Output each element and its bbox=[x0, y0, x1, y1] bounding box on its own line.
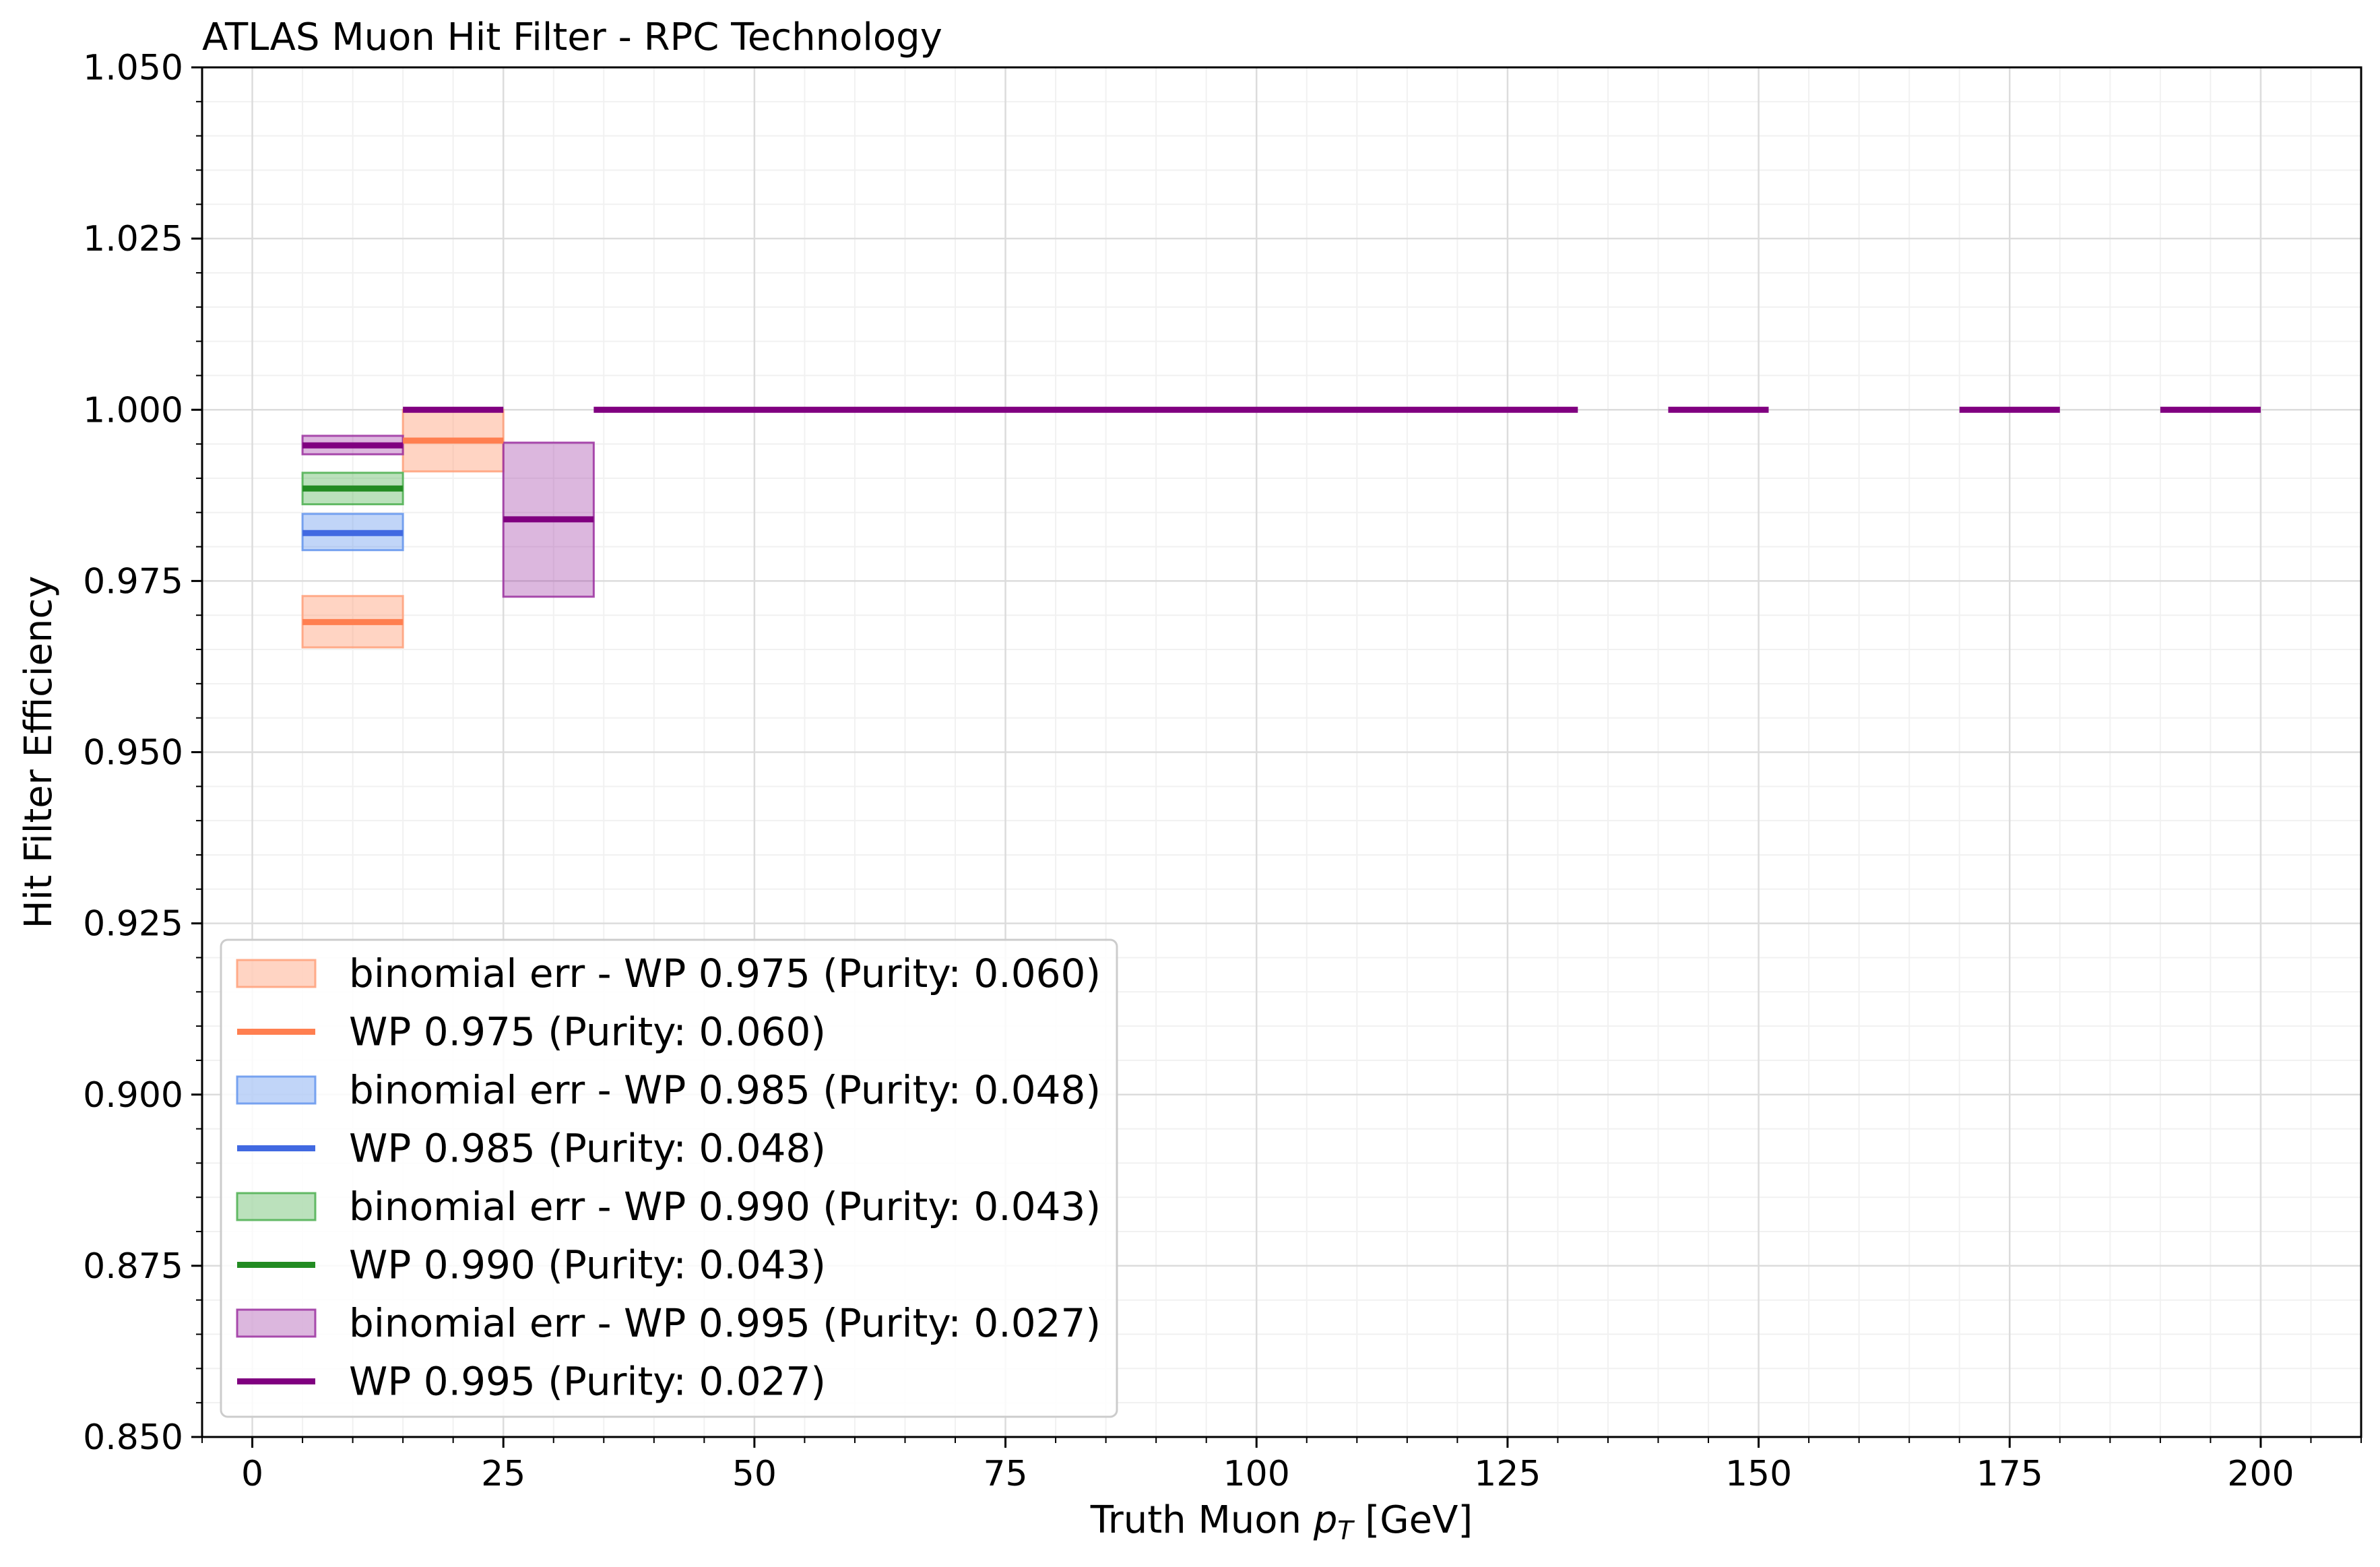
legend-band-label: binomial err - WP 0.985 (Purity: 0.048) bbox=[349, 1067, 1101, 1113]
x-tick-label: 50 bbox=[732, 1454, 777, 1494]
x-tick-label: 125 bbox=[1474, 1454, 1541, 1494]
x-axis-label-suffix: [GeV] bbox=[1353, 1498, 1473, 1542]
legend-box bbox=[220, 938, 1118, 1418]
y-tick-label: 1.000 bbox=[83, 390, 183, 430]
x-axis-label-var: p bbox=[1313, 1498, 1338, 1542]
y-axis-label: Hit Filter Efficiency bbox=[17, 576, 61, 929]
legend-line-label: WP 0.990 (Purity: 0.043) bbox=[349, 1242, 826, 1288]
x-axis-label-sub: T bbox=[1337, 1516, 1355, 1545]
x-tick-label: 175 bbox=[1976, 1454, 2043, 1494]
x-tick-label: 100 bbox=[1223, 1454, 1290, 1494]
x-axis-label: Truth Muon pT [GeV] bbox=[1090, 1498, 1473, 1545]
legend-line-label: WP 0.975 (Purity: 0.060) bbox=[349, 1009, 826, 1055]
y-tick-label: 1.025 bbox=[83, 219, 183, 259]
axis-ticks: 0 25 50 75 100 125 150 175 200 0.850 0.875 0.900 0.9… bbox=[83, 48, 2362, 1494]
y-tick-label: 0.850 bbox=[83, 1417, 183, 1458]
x-axis-label-prefix: Truth Muon bbox=[1090, 1498, 1314, 1542]
y-tick-label: 0.925 bbox=[83, 904, 183, 945]
legend-band-swatch bbox=[236, 1192, 317, 1221]
legend-line-label: WP 0.985 (Purity: 0.048) bbox=[349, 1126, 826, 1172]
legend-band-label: binomial err - WP 0.990 (Purity: 0.043) bbox=[349, 1184, 1101, 1229]
legend-band-swatch bbox=[236, 1308, 317, 1338]
x-tick-label: 200 bbox=[2227, 1454, 2294, 1494]
x-tick-label: 0 bbox=[241, 1454, 263, 1494]
legend-line-label: WP 0.995 (Purity: 0.027) bbox=[349, 1359, 826, 1405]
y-tick-label: 1.050 bbox=[83, 48, 183, 88]
legend-band-swatch bbox=[236, 959, 317, 988]
x-tick-label: 25 bbox=[481, 1454, 525, 1494]
series-lines bbox=[302, 406, 2261, 625]
legend: binomial err - WP 0.975 (Purity: 0.060) W… bbox=[220, 938, 1118, 1418]
y-tick-label: 0.900 bbox=[83, 1075, 183, 1116]
legend-band-swatch bbox=[236, 1075, 317, 1105]
legend-band-label: binomial err - WP 0.995 (Purity: 0.027) bbox=[349, 1300, 1101, 1346]
x-tick-label: 75 bbox=[983, 1454, 1027, 1494]
chart-title: ATLAS Muon Hit Filter - RPC Technology bbox=[202, 15, 942, 59]
y-tick-label: 0.950 bbox=[83, 733, 183, 773]
y-tick-label: 0.875 bbox=[83, 1246, 183, 1287]
legend-band-label: binomial err - WP 0.975 (Purity: 0.060) bbox=[349, 951, 1101, 996]
y-tick-label: 0.975 bbox=[83, 561, 183, 602]
x-tick-label: 150 bbox=[1725, 1454, 1792, 1494]
